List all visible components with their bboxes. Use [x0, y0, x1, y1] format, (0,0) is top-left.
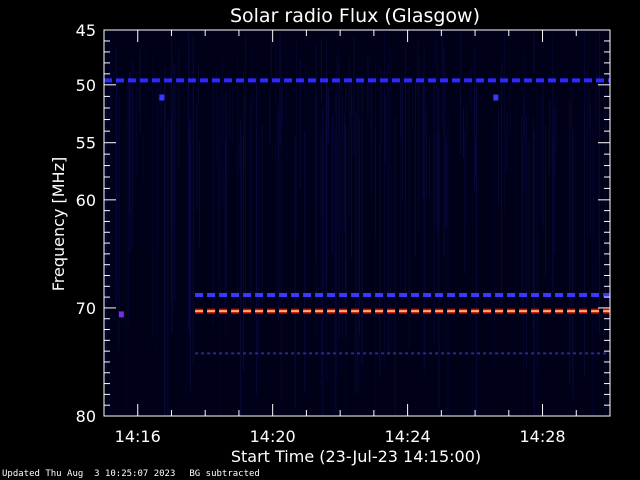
background-noise	[103, 30, 607, 416]
emission-spot	[159, 94, 165, 101]
plot-frame	[103, 29, 611, 417]
x-axis-label: Start Time (23-Jul-23 14:15:00)	[231, 447, 481, 466]
y-axis: 45 50 55 60 70 80	[76, 21, 610, 426]
y-tick-label: 60	[76, 191, 96, 210]
x-tick-label: 14:16	[115, 427, 161, 446]
x-tick-label: 14:24	[385, 427, 431, 446]
y-tick-label: 55	[76, 134, 96, 153]
y-tick-label: 45	[76, 21, 96, 40]
emission-bands	[104, 78, 610, 355]
chart-title: Solar radio Flux (Glasgow)	[230, 5, 480, 27]
x-tick-label: 14:28	[519, 427, 565, 446]
emission-spots	[118, 94, 499, 318]
footer: Updated Thu Aug 3 10:25:07 2023 BG subtra…	[2, 469, 274, 479]
y-tick-label: 80	[76, 407, 96, 426]
x-tick-label: 14:20	[250, 427, 296, 446]
bg-note: BG subtracted	[189, 469, 260, 479]
emission-spot	[118, 311, 124, 318]
updated-timestamp: Updated Thu Aug 3 10:25:07 2023	[2, 469, 176, 479]
y-tick-label: 70	[76, 299, 96, 318]
y-axis-label: Frequency [MHz]	[49, 157, 68, 291]
y-tick-label: 50	[76, 76, 96, 95]
emission-spot	[493, 94, 499, 101]
x-axis: 14:16 14:20 14:24 14:28	[103, 30, 611, 446]
